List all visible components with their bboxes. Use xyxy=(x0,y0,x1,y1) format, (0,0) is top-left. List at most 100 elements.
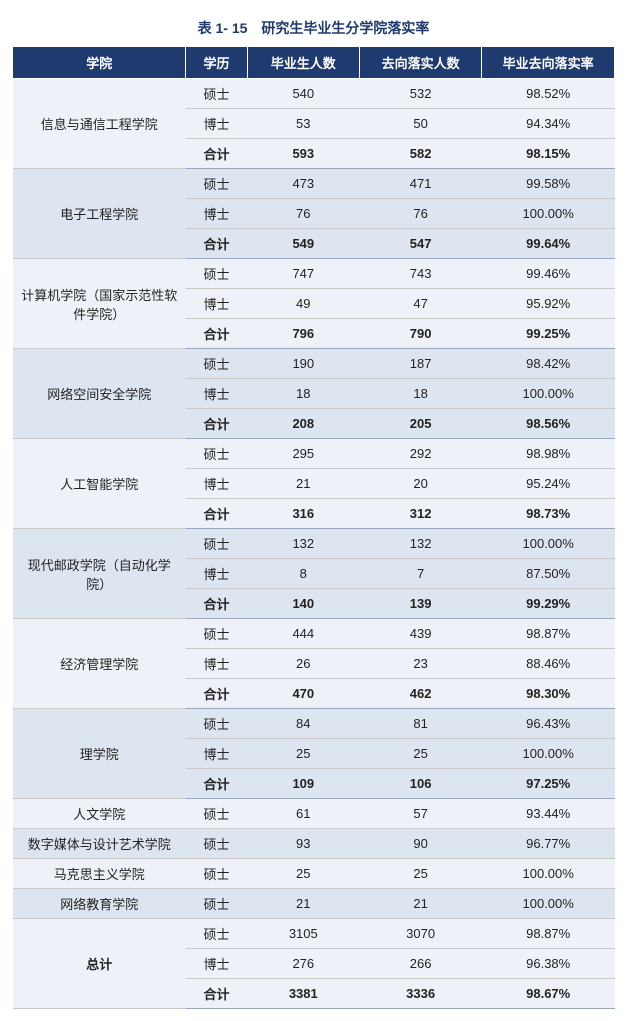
grads-cell: 796 xyxy=(247,319,359,349)
rate-cell: 98.98% xyxy=(482,439,615,469)
rate-cell: 88.46% xyxy=(482,649,615,679)
grads-cell: 109 xyxy=(247,769,359,799)
placed-cell: 743 xyxy=(359,259,481,289)
grads-cell: 549 xyxy=(247,229,359,259)
rate-cell: 93.44% xyxy=(482,799,615,829)
college-name-cell: 马克思主义学院 xyxy=(13,859,186,889)
grads-cell: 140 xyxy=(247,589,359,619)
rate-cell: 95.24% xyxy=(482,469,615,499)
rate-cell: 100.00% xyxy=(482,889,615,919)
table-row: 网络教育学院硕士2121100.00% xyxy=(13,889,615,919)
college-name-cell: 网络空间安全学院 xyxy=(13,349,186,439)
rate-cell: 98.52% xyxy=(482,79,615,109)
rate-cell: 94.34% xyxy=(482,109,615,139)
rate-cell: 98.87% xyxy=(482,919,615,949)
placed-cell: 532 xyxy=(359,79,481,109)
grads-cell: 76 xyxy=(247,199,359,229)
col-header-grads: 毕业生人数 xyxy=(247,47,359,79)
degree-cell: 博士 xyxy=(186,199,247,229)
rate-cell: 96.43% xyxy=(482,709,615,739)
degree-cell: 合计 xyxy=(186,409,247,439)
placed-cell: 132 xyxy=(359,529,481,559)
degree-cell: 博士 xyxy=(186,109,247,139)
college-name-cell: 信息与通信工程学院 xyxy=(13,79,186,169)
degree-cell: 硕士 xyxy=(186,619,247,649)
placed-cell: 76 xyxy=(359,199,481,229)
placed-cell: 3070 xyxy=(359,919,481,949)
grads-cell: 21 xyxy=(247,469,359,499)
college-name-cell: 人工智能学院 xyxy=(13,439,186,529)
placed-cell: 90 xyxy=(359,829,481,859)
degree-cell: 合计 xyxy=(186,499,247,529)
placed-cell: 266 xyxy=(359,949,481,979)
degree-cell: 合计 xyxy=(186,229,247,259)
grads-cell: 49 xyxy=(247,289,359,319)
grand-total-label: 总计 xyxy=(13,919,186,1009)
placed-cell: 312 xyxy=(359,499,481,529)
grads-cell: 295 xyxy=(247,439,359,469)
placed-cell: 547 xyxy=(359,229,481,259)
degree-cell: 博士 xyxy=(186,739,247,769)
degree-cell: 合计 xyxy=(186,139,247,169)
placed-cell: 25 xyxy=(359,859,481,889)
grads-cell: 61 xyxy=(247,799,359,829)
degree-cell: 硕士 xyxy=(186,529,247,559)
placed-cell: 57 xyxy=(359,799,481,829)
grads-cell: 316 xyxy=(247,499,359,529)
rate-cell: 99.29% xyxy=(482,589,615,619)
degree-cell: 硕士 xyxy=(186,709,247,739)
placed-cell: 439 xyxy=(359,619,481,649)
rate-cell: 100.00% xyxy=(482,529,615,559)
table-row: 信息与通信工程学院硕士54053298.52% xyxy=(13,79,615,109)
grads-cell: 593 xyxy=(247,139,359,169)
col-header-degree: 学历 xyxy=(186,47,247,79)
placed-cell: 81 xyxy=(359,709,481,739)
rate-cell: 87.50% xyxy=(482,559,615,589)
placed-cell: 582 xyxy=(359,139,481,169)
degree-cell: 硕士 xyxy=(186,259,247,289)
grads-cell: 21 xyxy=(247,889,359,919)
rate-cell: 100.00% xyxy=(482,859,615,889)
grads-cell: 8 xyxy=(247,559,359,589)
placed-cell: 292 xyxy=(359,439,481,469)
grads-cell: 190 xyxy=(247,349,359,379)
grads-cell: 747 xyxy=(247,259,359,289)
rate-cell: 99.64% xyxy=(482,229,615,259)
degree-cell: 合计 xyxy=(186,769,247,799)
college-name-cell: 理学院 xyxy=(13,709,186,799)
grand-total-row: 总计硕士3105307098.87% xyxy=(13,919,615,949)
rate-cell: 98.30% xyxy=(482,679,615,709)
grads-cell: 3381 xyxy=(247,979,359,1009)
rate-cell: 100.00% xyxy=(482,379,615,409)
placed-cell: 462 xyxy=(359,679,481,709)
grads-cell: 470 xyxy=(247,679,359,709)
placed-cell: 47 xyxy=(359,289,481,319)
degree-cell: 合计 xyxy=(186,319,247,349)
rate-cell: 98.73% xyxy=(482,499,615,529)
placed-cell: 3336 xyxy=(359,979,481,1009)
placed-cell: 50 xyxy=(359,109,481,139)
table-row: 计算机学院（国家示范性软件学院）硕士74774399.46% xyxy=(13,259,615,289)
rate-cell: 100.00% xyxy=(482,739,615,769)
table-header-row: 学院 学历 毕业生人数 去向落实人数 毕业去向落实率 xyxy=(13,47,615,79)
rate-cell: 98.87% xyxy=(482,619,615,649)
grads-cell: 93 xyxy=(247,829,359,859)
grads-cell: 84 xyxy=(247,709,359,739)
rate-cell: 95.92% xyxy=(482,289,615,319)
degree-cell: 硕士 xyxy=(186,79,247,109)
grads-cell: 3105 xyxy=(247,919,359,949)
grads-cell: 53 xyxy=(247,109,359,139)
college-name-cell: 数字媒体与设计艺术学院 xyxy=(13,829,186,859)
placed-cell: 20 xyxy=(359,469,481,499)
degree-cell: 博士 xyxy=(186,949,247,979)
degree-cell: 博士 xyxy=(186,289,247,319)
degree-cell: 博士 xyxy=(186,379,247,409)
degree-cell: 硕士 xyxy=(186,799,247,829)
col-header-rate: 毕业去向落实率 xyxy=(482,47,615,79)
grads-cell: 132 xyxy=(247,529,359,559)
rate-cell: 100.00% xyxy=(482,199,615,229)
table-caption: 表 1- 15 研究生毕业生分学院落实率 xyxy=(12,12,615,46)
rate-cell: 98.42% xyxy=(482,349,615,379)
col-header-placed: 去向落实人数 xyxy=(359,47,481,79)
rate-cell: 99.58% xyxy=(482,169,615,199)
